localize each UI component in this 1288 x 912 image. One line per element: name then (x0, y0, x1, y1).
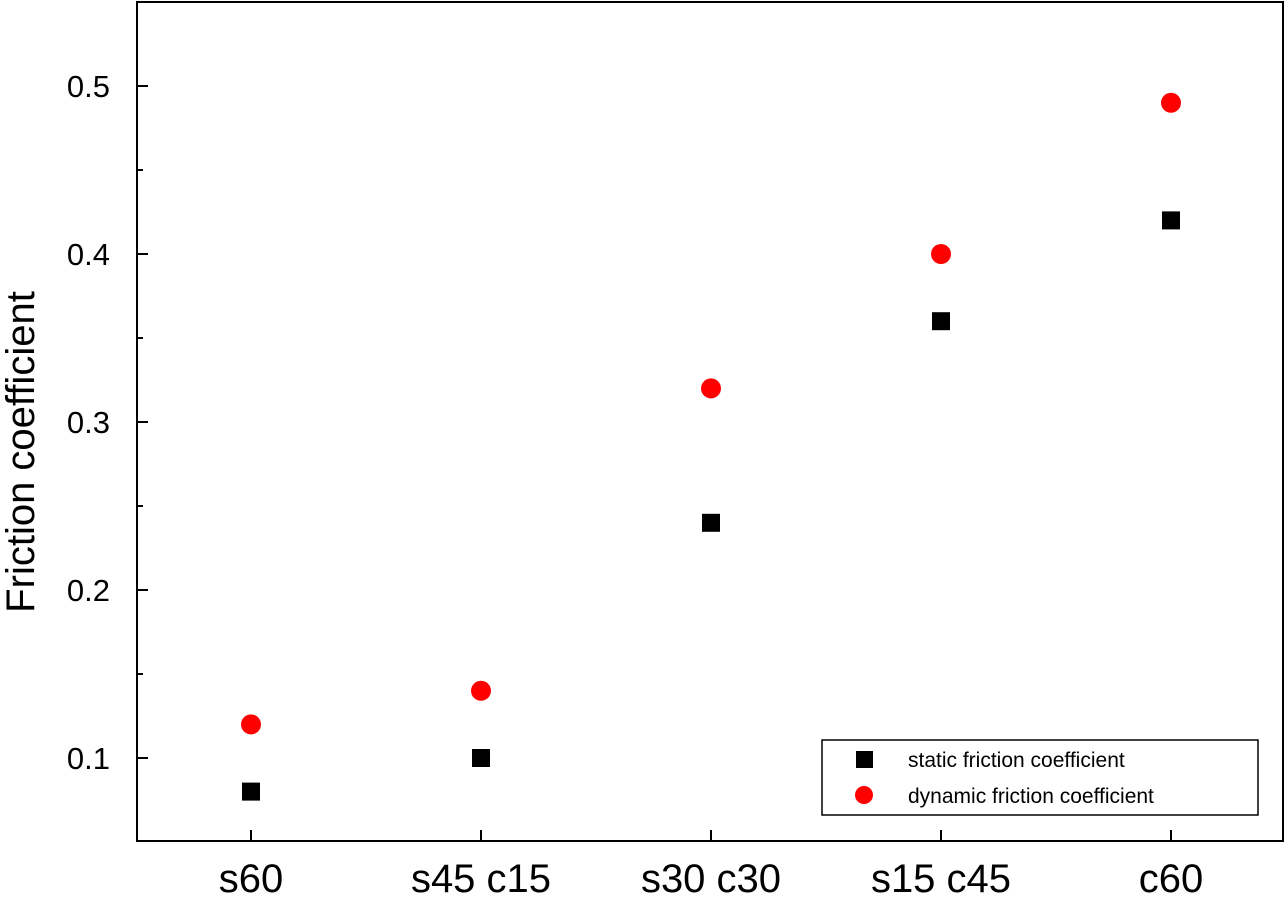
y-tick-label: 0.4 (67, 237, 110, 272)
static-friction-point (1162, 211, 1180, 230)
x-category-label: s15 c45 (871, 857, 1011, 901)
plot-frame (136, 1, 1284, 842)
x-category-label: s45 c15 (411, 857, 551, 901)
legend-label-dynamic: dynamic friction coefficient (908, 785, 1154, 808)
y-tick-label: 0.2 (67, 573, 110, 608)
static-friction-point (242, 782, 260, 801)
static-friction-point (472, 749, 490, 767)
legend-label-static: static friction coefficient (908, 749, 1125, 772)
dynamic-friction-point (701, 378, 721, 399)
data-points (241, 92, 1181, 801)
legend-marker-dynamic (855, 786, 873, 804)
static-friction-point (702, 513, 720, 532)
legend-marker-static (856, 751, 873, 768)
dynamic-friction-point (241, 714, 261, 735)
x-axis-ticks (250, 830, 1172, 841)
y-tick-label: 0.1 (67, 741, 110, 776)
y-axis-ticks (137, 85, 148, 759)
x-category-label: c60 (1139, 857, 1204, 901)
static-friction-point (932, 312, 950, 331)
dynamic-friction-point (931, 244, 951, 264)
legend-box (821, 739, 1259, 816)
y-axis-title: Friction coefficient (0, 291, 43, 613)
y-tick-label: 0.3 (67, 405, 110, 440)
y-axis-tick-labels: 0.1 0.2 0.3 0.4 0.5 (67, 69, 110, 776)
x-category-label: s30 c30 (641, 857, 781, 901)
x-axis-category-labels: s60 s45 c15 s30 c30 s15 c45 c60 (219, 857, 1204, 901)
dynamic-friction-point (1161, 92, 1181, 113)
dynamic-friction-point (471, 680, 491, 701)
y-tick-label: 0.5 (67, 69, 110, 104)
x-category-label: s60 (219, 857, 284, 901)
legend: static friction coefficient dynamic fric… (821, 739, 1259, 816)
